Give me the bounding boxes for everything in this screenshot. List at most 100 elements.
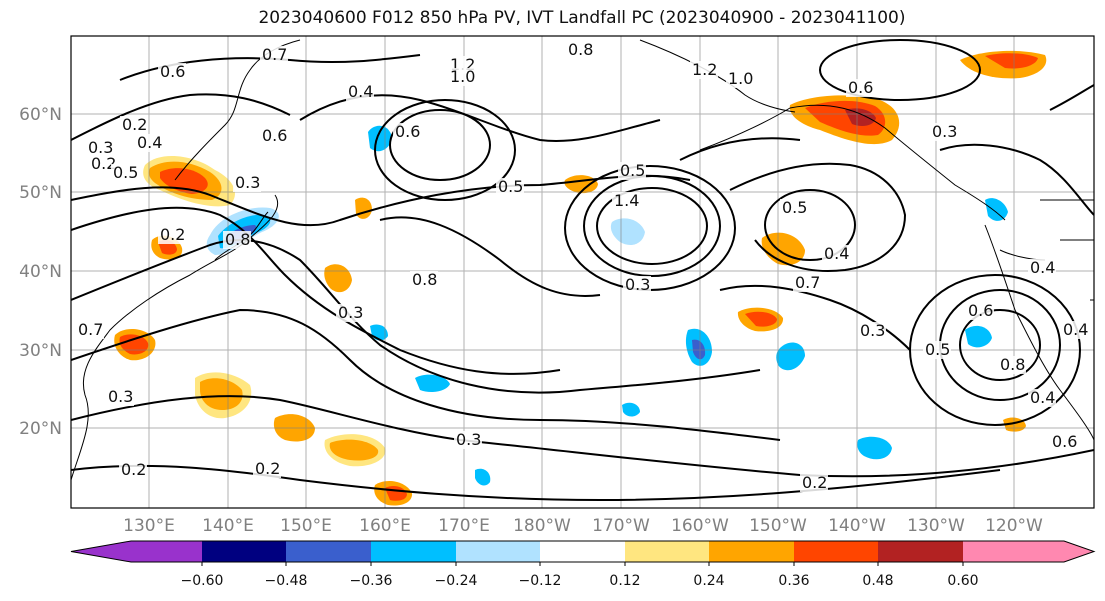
pv-shade-warm xyxy=(845,108,876,126)
map-frame xyxy=(70,35,1095,509)
contour-label-background xyxy=(86,139,114,157)
colorbar-tick-label: −0.12 xyxy=(519,573,562,589)
pv-shade-cold xyxy=(692,339,706,360)
contour-label-background xyxy=(923,341,951,359)
contour-label-background xyxy=(566,41,594,59)
colorbar-segment xyxy=(371,541,456,562)
contour-label-background xyxy=(120,116,148,134)
contour-label-background xyxy=(623,276,651,294)
pv-shade-cold xyxy=(415,374,450,392)
contour-label: 0.3 xyxy=(88,138,113,157)
contour-label: 0.7 xyxy=(78,320,103,339)
contour-label-background xyxy=(448,68,476,86)
colorbar-segment xyxy=(540,541,625,562)
colorbar-segment xyxy=(794,541,878,562)
contour-label: 1.4 xyxy=(614,191,639,210)
colorbar-tick-label: 0.48 xyxy=(862,573,893,589)
colorbar-segment xyxy=(625,541,709,562)
contour-label: 0.6 xyxy=(262,126,287,145)
contour-label-background xyxy=(454,431,482,449)
contour-label: 0.7 xyxy=(795,273,820,292)
contour-label-background xyxy=(158,226,186,244)
contour-label-background xyxy=(158,63,186,81)
pv-shade-cold xyxy=(368,125,392,152)
contour-label-background xyxy=(393,123,421,141)
colorbar-tick-label: 0.36 xyxy=(778,573,809,589)
pv-shade-warm xyxy=(985,53,1038,69)
pv-shade-warm xyxy=(805,100,886,136)
contour-label-background xyxy=(846,79,874,97)
colorbar-tick-label: −0.48 xyxy=(265,573,308,589)
contour-label: 0.2 xyxy=(802,473,827,492)
contour-label: 0.4 xyxy=(1030,258,1055,277)
map-title: 2023040600 F012 850 hPa PV, IVT Landfall… xyxy=(258,8,906,28)
contour-label: 0.3 xyxy=(108,387,133,406)
contour-label: 0.6 xyxy=(968,301,993,320)
contour-label: 0.3 xyxy=(932,122,957,141)
contour-label: 0.8 xyxy=(1000,355,1025,374)
colorbar-tick-label: −0.36 xyxy=(350,573,393,589)
pv-shade-cold xyxy=(776,342,805,371)
contour-label: 0.4 xyxy=(824,244,849,263)
contour-label: 0.3 xyxy=(625,275,650,294)
contour-label: 0.2 xyxy=(91,154,116,173)
contour-label-background xyxy=(260,46,288,64)
lon-label: 120°W xyxy=(985,516,1043,536)
contour-label: 0.2 xyxy=(121,460,146,479)
colorbar-segment xyxy=(878,541,963,562)
contours xyxy=(71,39,1094,502)
colorbar xyxy=(70,540,1096,566)
colorbar-tick-label: −0.24 xyxy=(435,573,478,589)
contour-labels: 0.60.71.21.00.80.40.20.60.40.30.20.50.60… xyxy=(76,40,1089,492)
pv-shade-cold xyxy=(622,402,640,417)
contour-label: 0.6 xyxy=(1052,432,1077,451)
contour-label-background xyxy=(111,164,139,182)
contour-label: 0.4 xyxy=(1030,388,1055,407)
colorbar-outline xyxy=(70,540,1096,563)
contour-label-background xyxy=(410,271,438,289)
pv-shade-cold xyxy=(985,198,1008,221)
contour-label-background xyxy=(89,155,117,173)
colorbar-tick-label: −0.60 xyxy=(181,573,224,589)
contour-label: 0.3 xyxy=(860,321,885,340)
colorbar-segment xyxy=(709,541,794,562)
contour-label: 0.2 xyxy=(160,225,185,244)
contour-label-background xyxy=(253,460,281,478)
contour-label: 0.8 xyxy=(568,40,593,59)
contour-label-background xyxy=(223,231,251,249)
lon-label: 150°E xyxy=(280,516,332,536)
contour-label-background xyxy=(135,134,163,152)
lon-label: 160°E xyxy=(359,516,411,536)
contour-label: 0.4 xyxy=(137,133,162,152)
contour-label-background xyxy=(726,70,754,88)
contour-label: 0.4 xyxy=(348,82,373,101)
contour-label-background xyxy=(793,274,821,292)
lon-label: 170°E xyxy=(438,516,490,536)
contour-label: 0.5 xyxy=(925,340,950,359)
colorbar-segment xyxy=(202,541,286,562)
contour-label-background xyxy=(612,192,640,210)
lon-label: 150°W xyxy=(749,516,807,536)
contour-label: 0.4 xyxy=(1063,320,1088,339)
contour-label-background xyxy=(119,461,147,479)
contour-label: 0.6 xyxy=(848,78,873,97)
colorbar-tick-label: 0.60 xyxy=(947,573,978,589)
contour-label: 0.3 xyxy=(456,430,481,449)
lon-label: 170°W xyxy=(592,516,650,536)
contour-label: 0.2 xyxy=(122,115,147,134)
lon-label: 130°W xyxy=(907,516,965,536)
contour-label-background xyxy=(618,162,646,180)
pv-shading xyxy=(114,50,1047,506)
contour-label-background xyxy=(1028,389,1056,407)
pv-shade-warm xyxy=(119,334,149,355)
contour-label-background xyxy=(1028,259,1056,277)
contour-label: 0.5 xyxy=(620,161,645,180)
pv-shade-cold xyxy=(610,218,645,245)
contour-label: 0.8 xyxy=(225,230,250,249)
lat-label: 60°N xyxy=(19,105,62,125)
pv-shade-warm xyxy=(745,311,777,327)
lat-label: 20°N xyxy=(19,419,62,439)
colorbar-segment xyxy=(71,541,202,562)
pv-shade-cold xyxy=(475,468,491,486)
contour-label: 1.0 xyxy=(728,69,753,88)
